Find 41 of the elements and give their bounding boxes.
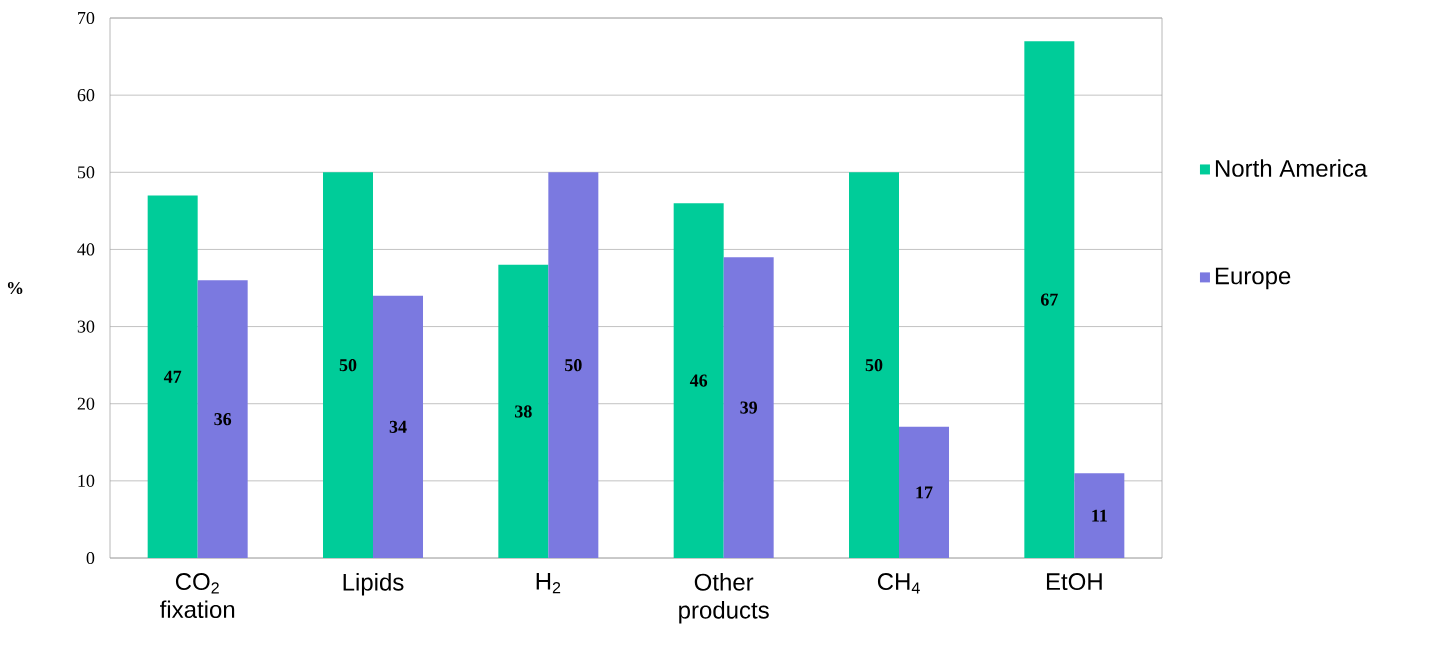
- data-label: 17: [916, 486, 933, 499]
- bar: [723, 257, 774, 558]
- bar: [548, 172, 599, 558]
- data-label: 34: [389, 420, 407, 433]
- bar: [498, 264, 549, 558]
- data-label: 38: [515, 405, 532, 418]
- bar: [147, 195, 198, 558]
- x-tick-label: CH$_{4}$: [877, 573, 920, 594]
- y-tick-label: 0: [86, 551, 95, 565]
- bar: [899, 426, 949, 558]
- bar: [1024, 41, 1075, 558]
- y-tick-label: 10: [78, 474, 95, 487]
- data-label: 39: [740, 401, 758, 414]
- data-label: 50: [865, 359, 883, 372]
- legend-label: North America: [1215, 159, 1368, 177]
- bar: [197, 280, 248, 558]
- legend-label: Europe: [1215, 267, 1291, 290]
- x-tick-label: Other products: [679, 573, 769, 624]
- data-label: 50: [339, 359, 357, 372]
- bar: [849, 172, 900, 558]
- bar: [1074, 473, 1125, 558]
- y-tick-label: 30: [77, 320, 95, 333]
- data-label: 50: [565, 359, 582, 372]
- y-tick-label: 40: [77, 243, 95, 256]
- y-tick-label: 20: [77, 397, 95, 410]
- x-tick-label: EtOH: [1046, 573, 1102, 591]
- data-label: 47: [163, 370, 182, 383]
- data-label: 67: [1040, 293, 1058, 306]
- y-axis-title: %: [7, 281, 23, 295]
- y-tick-label: 50: [77, 166, 95, 179]
- bar: [673, 203, 724, 558]
- x-tick-label: Lipids: [343, 573, 404, 596]
- data-label: 36: [214, 413, 232, 426]
- data-label: 11: [1092, 509, 1107, 522]
- bar: [373, 295, 423, 558]
- y-tick-label: 70: [78, 11, 95, 25]
- x-tick-label: CO$_{2}$ fixation: [160, 573, 235, 619]
- bar: [323, 172, 374, 558]
- y-tick-label: 60: [77, 89, 95, 102]
- data-label: 46: [689, 374, 708, 387]
- x-tick-label: H$_{2}$: [536, 573, 561, 594]
